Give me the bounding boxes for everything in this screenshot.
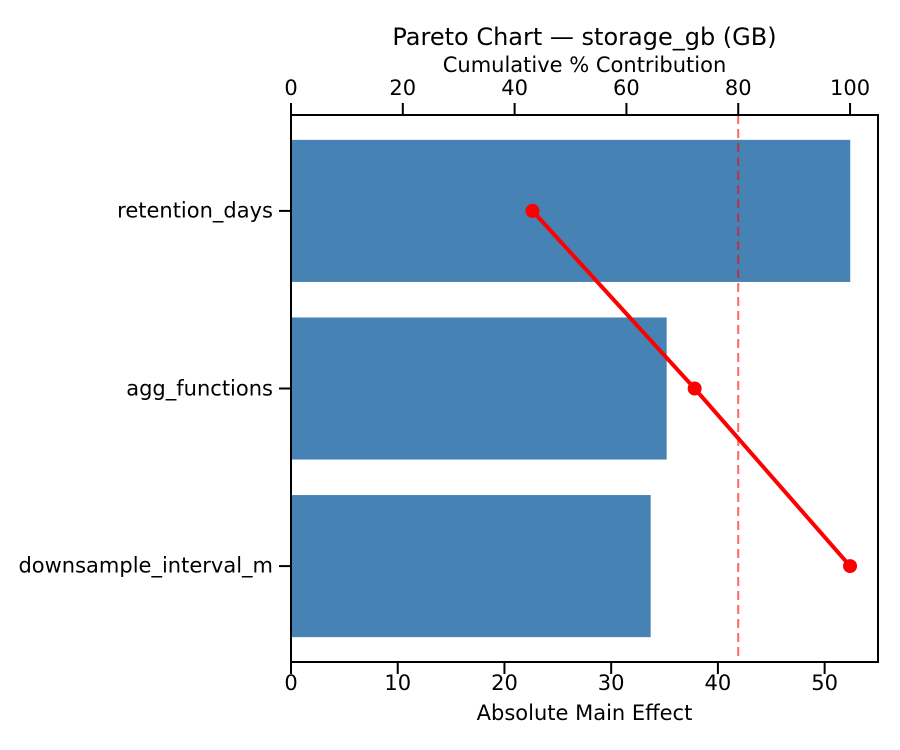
top-tick-label-100: 100 [830,76,871,100]
top-tick-label-40: 40 [501,76,528,100]
y-tick-label-agg_functions: agg_functions [126,376,273,400]
top-tick-label-80: 80 [724,76,752,100]
bottom-tick-label-40: 40 [704,671,732,695]
cumulative-marker-downsample_interval_m [843,559,858,574]
cumulative-marker-retention_days [525,203,540,218]
x-axis-label: Absolute Main Effect [476,701,693,725]
bottom-tick-label-50: 50 [811,671,838,695]
top-tick-label-0: 0 [284,76,298,100]
bottom-tick-label-10: 10 [384,671,412,695]
cumulative-marker-agg_functions [687,381,702,396]
bar-retention_days [291,139,851,282]
top-axis-label: Cumulative % Contribution [442,53,727,77]
y-tick-label-retention_days: retention_days [117,198,273,223]
bottom-tick-label-0: 0 [284,671,298,695]
bottom-tick-label-20: 20 [491,671,518,695]
y-tick-label-downsample_interval_m: downsample_interval_m [18,553,273,578]
chart-title: Pareto Chart — storage_gb (GB) [392,23,777,51]
top-tick-label-20: 20 [389,76,417,100]
bar-downsample_interval_m [291,495,651,638]
top-tick-label-60: 60 [613,76,640,100]
bar-agg_functions [291,317,667,460]
bottom-tick-label-30: 30 [597,671,625,695]
